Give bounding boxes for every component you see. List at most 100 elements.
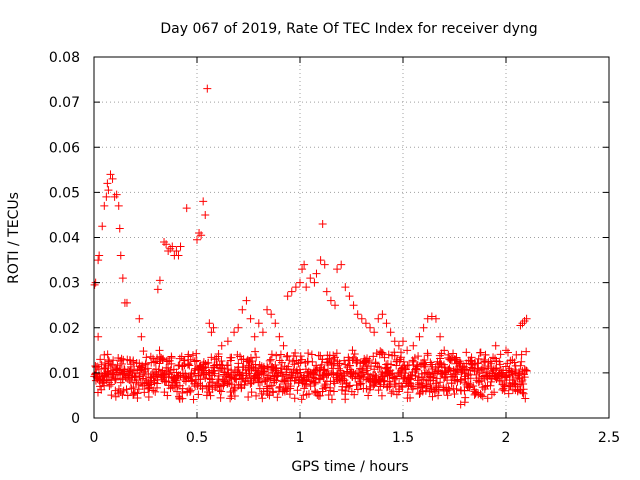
data-point	[330, 379, 339, 388]
data-point	[387, 389, 396, 398]
y-tick-label: 0.02	[49, 321, 80, 337]
data-point	[94, 256, 103, 265]
data-point	[371, 371, 380, 380]
data-point	[180, 356, 189, 365]
data-point	[240, 381, 249, 390]
data-point	[327, 395, 336, 404]
data-point	[430, 387, 439, 396]
data-point	[350, 390, 359, 399]
data-point	[351, 369, 360, 378]
data-point	[297, 395, 306, 404]
data-point	[403, 346, 412, 355]
data-point	[188, 351, 197, 360]
data-point	[341, 386, 350, 395]
data-point	[246, 353, 255, 362]
data-point	[394, 387, 403, 396]
data-point	[100, 350, 109, 359]
data-point	[106, 380, 115, 389]
data-point	[277, 363, 286, 372]
y-tick-label: 0.06	[49, 140, 80, 156]
data-point	[293, 386, 302, 395]
data-point	[209, 323, 218, 332]
data-point	[522, 366, 531, 375]
data-point	[452, 385, 461, 394]
data-point	[201, 363, 210, 372]
data-point	[155, 346, 164, 355]
data-point	[450, 390, 459, 399]
data-point	[114, 201, 123, 210]
data-point	[93, 362, 102, 371]
data-point	[521, 394, 530, 403]
data-point	[151, 357, 160, 366]
data-point	[353, 385, 362, 394]
data-point	[140, 388, 149, 397]
data-point	[418, 373, 427, 382]
data-point	[510, 358, 519, 367]
data-point	[502, 346, 510, 355]
data-point	[97, 385, 106, 394]
data-point	[415, 332, 424, 341]
data-point	[322, 371, 331, 380]
data-point	[263, 390, 272, 399]
data-point	[232, 375, 241, 384]
data-point	[387, 370, 396, 379]
data-point	[399, 357, 408, 366]
data-point	[306, 274, 315, 283]
data-point	[518, 319, 527, 328]
data-point	[509, 375, 518, 384]
data-point	[238, 305, 247, 314]
data-point	[444, 384, 453, 393]
data-point	[306, 382, 315, 391]
data-point	[417, 383, 426, 392]
data-point	[117, 354, 126, 363]
data-point	[185, 361, 194, 370]
data-point	[308, 357, 317, 366]
x-tick-label: 1	[296, 430, 305, 446]
data-point	[361, 319, 370, 328]
data-point	[166, 244, 175, 253]
data-point	[107, 391, 116, 400]
data-point	[522, 367, 531, 376]
data-point	[496, 350, 505, 359]
data-point	[168, 242, 177, 251]
x-tick-labels: 0 0.5 1 1.5 2 2.5	[90, 430, 621, 446]
data-point	[500, 386, 509, 395]
data-point	[283, 292, 292, 301]
data-point	[460, 398, 469, 407]
data-point	[137, 332, 146, 341]
data-point	[329, 387, 338, 396]
y-tick-label: 0	[71, 411, 80, 427]
data-point	[305, 377, 314, 386]
data-point	[436, 358, 445, 367]
data-point	[125, 367, 134, 376]
data-point	[364, 357, 373, 366]
data-point	[464, 379, 473, 388]
data-point	[291, 349, 300, 358]
data-point	[450, 355, 459, 364]
data-point	[519, 379, 528, 388]
data-point	[357, 314, 366, 323]
data-point	[318, 219, 327, 228]
data-point	[272, 364, 281, 373]
data-point	[172, 247, 181, 256]
data-point	[363, 370, 372, 379]
data-point	[317, 360, 326, 369]
data-point	[159, 354, 168, 363]
data-point	[214, 352, 223, 361]
data-point	[423, 314, 432, 323]
data-point	[164, 247, 173, 256]
data-point	[90, 280, 99, 289]
y-tick-label: 0.04	[49, 231, 80, 247]
data-point	[478, 392, 487, 401]
data-point	[265, 356, 274, 365]
data-point	[96, 355, 105, 364]
y-tick-label: 0.07	[49, 95, 80, 111]
data-point	[204, 358, 213, 367]
x-tick-label: 0	[90, 430, 99, 446]
data-point	[112, 190, 121, 199]
data-point	[365, 356, 374, 365]
data-point	[406, 393, 415, 402]
data-point	[390, 380, 399, 389]
data-point	[413, 361, 422, 370]
